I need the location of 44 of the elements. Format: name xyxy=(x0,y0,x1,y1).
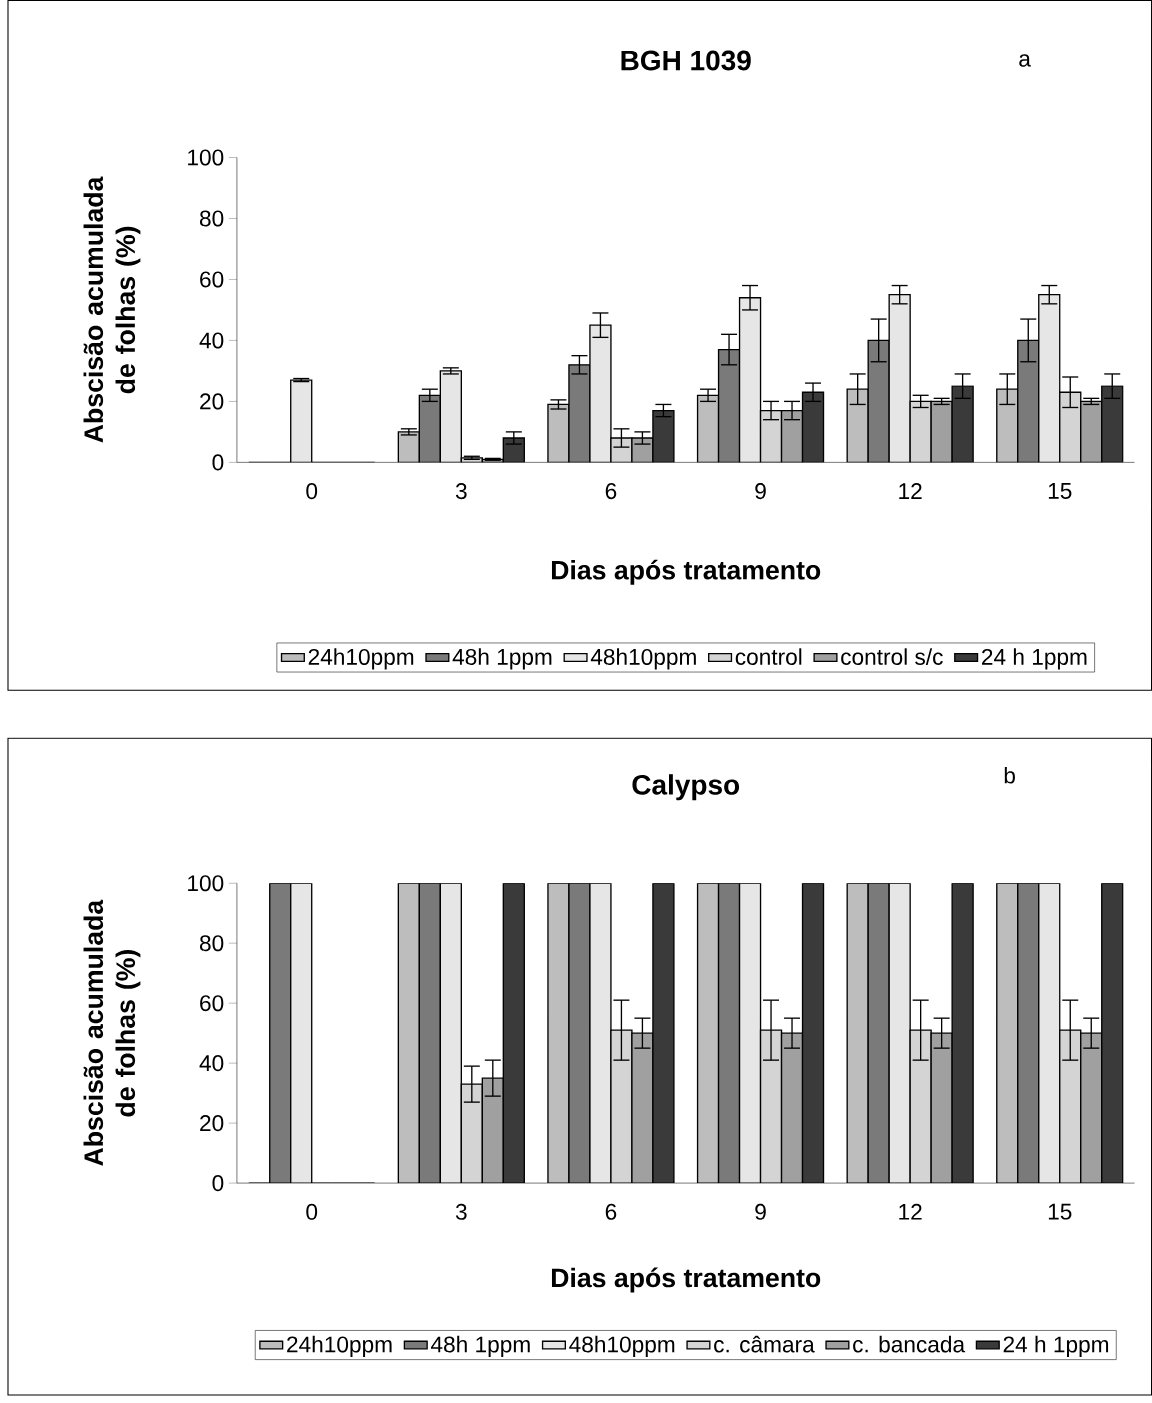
y-tick-label: 100 xyxy=(188,149,224,166)
y-tick-label: 60 xyxy=(200,271,224,288)
text: a xyxy=(1019,54,1031,67)
legend-label: 48h 1ppm xyxy=(452,648,552,670)
y-axis-title: Abscisão acumulada de folhas (%) xyxy=(83,899,141,1166)
legend-label: 24 h 1ppm xyxy=(981,648,1087,670)
y-tick-label: 0 xyxy=(212,1175,224,1192)
y-tick-label: 0 xyxy=(212,454,224,471)
x-tick-label: 15 xyxy=(1048,1203,1072,1220)
y-tick-label: 40 xyxy=(199,1055,224,1072)
legend-label: 24 h 1ppm xyxy=(1003,1335,1109,1357)
y-tick-label: 20 xyxy=(200,1115,224,1132)
x-axis-title: Dias após tratamento xyxy=(551,559,821,585)
y-axis-title: Abscisão acumulada de folhas (%) xyxy=(83,176,141,443)
y-tick-label: 100 xyxy=(188,875,224,892)
x-tick-label: 6 xyxy=(605,483,617,500)
x-tick-label: 9 xyxy=(755,1203,766,1220)
legend-label: 48h 1ppm xyxy=(430,1335,530,1357)
legend-label: c. bancada xyxy=(853,1335,966,1353)
x-tick-label: 6 xyxy=(605,1203,617,1220)
legend-label: 24h10ppm xyxy=(287,1335,392,1357)
y-tick-label: 80 xyxy=(199,935,224,952)
y-tick-label: 60 xyxy=(200,995,224,1012)
legend-label: 48h10ppm xyxy=(569,1335,675,1357)
legend-label: 24h10ppm xyxy=(308,648,414,670)
y-tick-label: 80 xyxy=(199,210,224,227)
chart-title: BGH 1039 xyxy=(621,50,751,71)
x-tick-label: 15 xyxy=(1048,483,1072,499)
legend-label: c. câmara xyxy=(714,1335,815,1353)
x-tick-label: 0 xyxy=(306,483,318,500)
legend-label: control xyxy=(735,648,802,665)
chart-title: Calypso xyxy=(632,774,740,801)
y-tick-label: 40 xyxy=(199,332,224,349)
x-axis-title: Dias após tratamento xyxy=(551,1267,821,1293)
x-tick-label: 12 xyxy=(899,483,922,499)
legend-label: control s/c xyxy=(841,648,943,665)
x-tick-label: 3 xyxy=(455,1203,467,1220)
y-tick-label: 20 xyxy=(200,393,224,410)
x-tick-label: 9 xyxy=(755,483,766,500)
x-tick-label: 0 xyxy=(306,1203,318,1220)
x-tick-label: 12 xyxy=(899,1203,922,1220)
text: b xyxy=(1004,766,1015,784)
legend-label: 48h10ppm xyxy=(590,648,696,670)
x-tick-label: 3 xyxy=(455,483,467,500)
